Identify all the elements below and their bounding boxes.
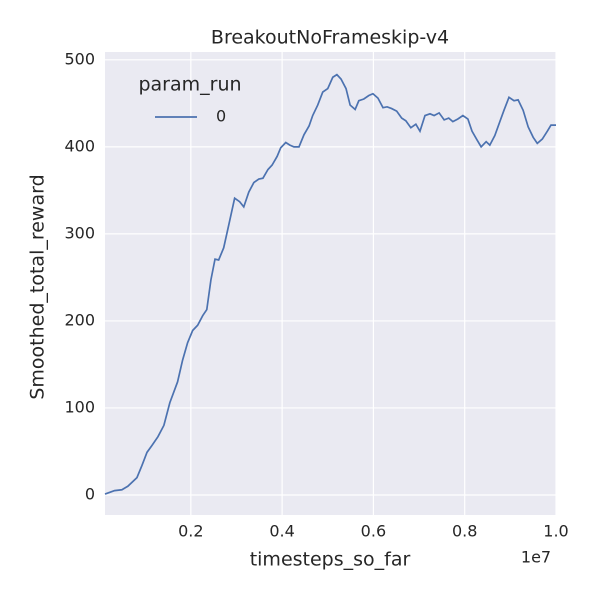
x-tick-label: 0.6 bbox=[361, 522, 386, 541]
y-axis-label: Smoothed_total_reward bbox=[27, 174, 49, 399]
legend-label: 0 bbox=[216, 107, 226, 126]
legend: param_run 0 bbox=[138, 74, 241, 126]
x-axis-label: timesteps_so_far bbox=[250, 549, 411, 571]
marks bbox=[104, 73, 556, 495]
legend-title: param_run bbox=[138, 74, 241, 96]
plot-area bbox=[105, 52, 556, 515]
y-tick-label: 200 bbox=[64, 310, 95, 329]
x-tick-label: 0.8 bbox=[452, 522, 477, 541]
x-tick-label: 1.0 bbox=[543, 522, 568, 541]
y-tick-label: 0 bbox=[85, 484, 95, 503]
x-tick-label: 0.4 bbox=[269, 522, 294, 541]
chart-title: BreakoutNoFrameskip-v4 bbox=[211, 27, 449, 49]
y-tick-label: 300 bbox=[64, 223, 95, 242]
y-tick-label: 400 bbox=[64, 136, 95, 155]
y-tick-label: 100 bbox=[64, 397, 95, 416]
x-tick-label: 0.2 bbox=[178, 522, 203, 541]
line bbox=[104, 73, 556, 495]
y-tick-label: 500 bbox=[64, 49, 95, 68]
x-offset-label: 1e7 bbox=[521, 548, 551, 567]
